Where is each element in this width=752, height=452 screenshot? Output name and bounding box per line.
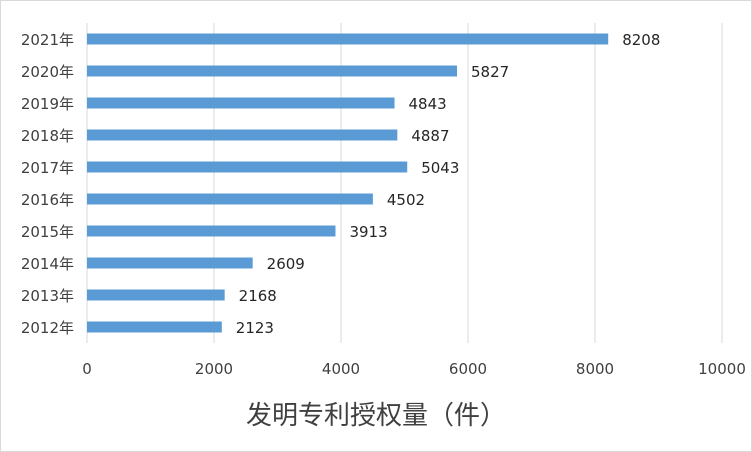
x-tick-label: 4000 xyxy=(322,360,360,378)
data-label: 5827 xyxy=(471,63,509,81)
bar xyxy=(87,161,408,173)
category-labels: 2021年 2020年 2019年 2018年 2017年 2016年 2015年 2014年… xyxy=(21,31,74,337)
x-tick-label: 0 xyxy=(82,360,92,378)
x-tick-label: 2000 xyxy=(195,360,233,378)
category-label: 2015年 xyxy=(21,223,74,241)
data-label: 4843 xyxy=(409,95,447,113)
data-label: 4502 xyxy=(387,191,425,209)
x-tick-label: 8000 xyxy=(576,360,614,378)
category-label: 2019年 xyxy=(21,95,74,113)
data-label: 2123 xyxy=(236,319,274,337)
category-label: 2013年 xyxy=(21,287,74,305)
bar xyxy=(87,225,336,237)
data-label: 2168 xyxy=(239,287,277,305)
x-axis-title: 发明专利授权量（件） xyxy=(246,401,506,431)
bar xyxy=(87,257,253,269)
category-label: 2020年 xyxy=(21,63,74,81)
bar xyxy=(87,289,225,301)
data-label: 4887 xyxy=(411,127,449,145)
data-label: 8208 xyxy=(622,31,660,49)
category-label: 2014年 xyxy=(21,255,74,273)
data-label: 5043 xyxy=(421,159,459,177)
category-label: 2017年 xyxy=(21,159,74,177)
x-tick-label: 6000 xyxy=(449,360,487,378)
bar xyxy=(87,129,398,141)
bar xyxy=(87,33,609,45)
category-label: 2016年 xyxy=(21,191,74,209)
bar xyxy=(87,65,458,77)
category-label: 2012年 xyxy=(21,319,74,337)
data-label: 2609 xyxy=(267,255,305,273)
bars xyxy=(87,33,609,333)
bar xyxy=(87,321,222,333)
x-tick-label: 10000 xyxy=(698,360,746,378)
category-label: 2021年 xyxy=(21,31,74,49)
x-tick-labels: 0 2000 4000 6000 8000 10000 xyxy=(82,360,746,378)
bar xyxy=(87,97,395,109)
bar xyxy=(87,193,373,205)
data-label: 3913 xyxy=(349,223,387,241)
category-label: 2018年 xyxy=(21,127,74,145)
